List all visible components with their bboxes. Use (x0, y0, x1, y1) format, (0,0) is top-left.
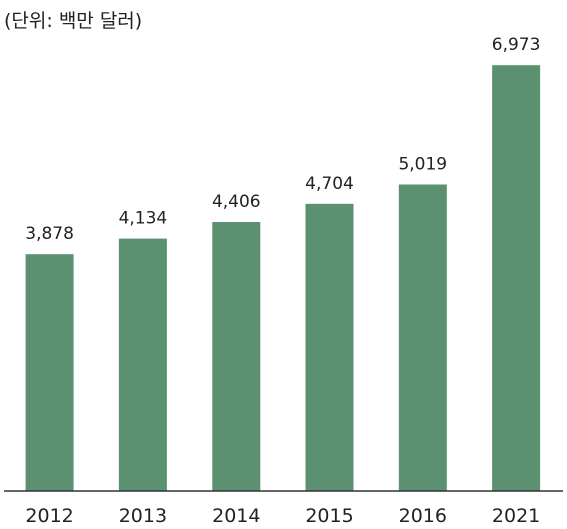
bar-2015 (305, 203, 354, 492)
x-tick-labels-group: 2012 2013 2014 2015 2016 2021 (25, 505, 540, 527)
x-tick-label-2016: 2016 (399, 505, 447, 527)
bar-2012 (25, 254, 74, 491)
bar-2016 (398, 184, 447, 491)
bar-2021 (492, 65, 541, 491)
value-label-2012: 3,878 (25, 224, 74, 244)
x-tick-label-2014: 2014 (212, 505, 260, 527)
x-tick-label-2021: 2021 (492, 505, 540, 527)
value-label-2021: 6,973 (492, 35, 541, 55)
x-tick-label-2013: 2013 (119, 505, 167, 527)
bar-2013 (118, 238, 167, 491)
value-label-2014: 4,406 (212, 192, 261, 212)
value-label-2013: 4,134 (119, 209, 168, 229)
value-label-2016: 5,019 (398, 155, 447, 175)
value-labels-group: 3,878 4,134 4,406 4,704 5,019 6,973 (25, 35, 540, 244)
x-tick-label-2012: 2012 (25, 505, 73, 527)
bar-2014 (212, 222, 261, 491)
value-label-2015: 4,704 (305, 174, 354, 194)
bars-group (25, 65, 541, 492)
x-tick-label-2015: 2015 (305, 505, 353, 527)
unit-note: (단위: 백만 달러) (4, 10, 142, 32)
